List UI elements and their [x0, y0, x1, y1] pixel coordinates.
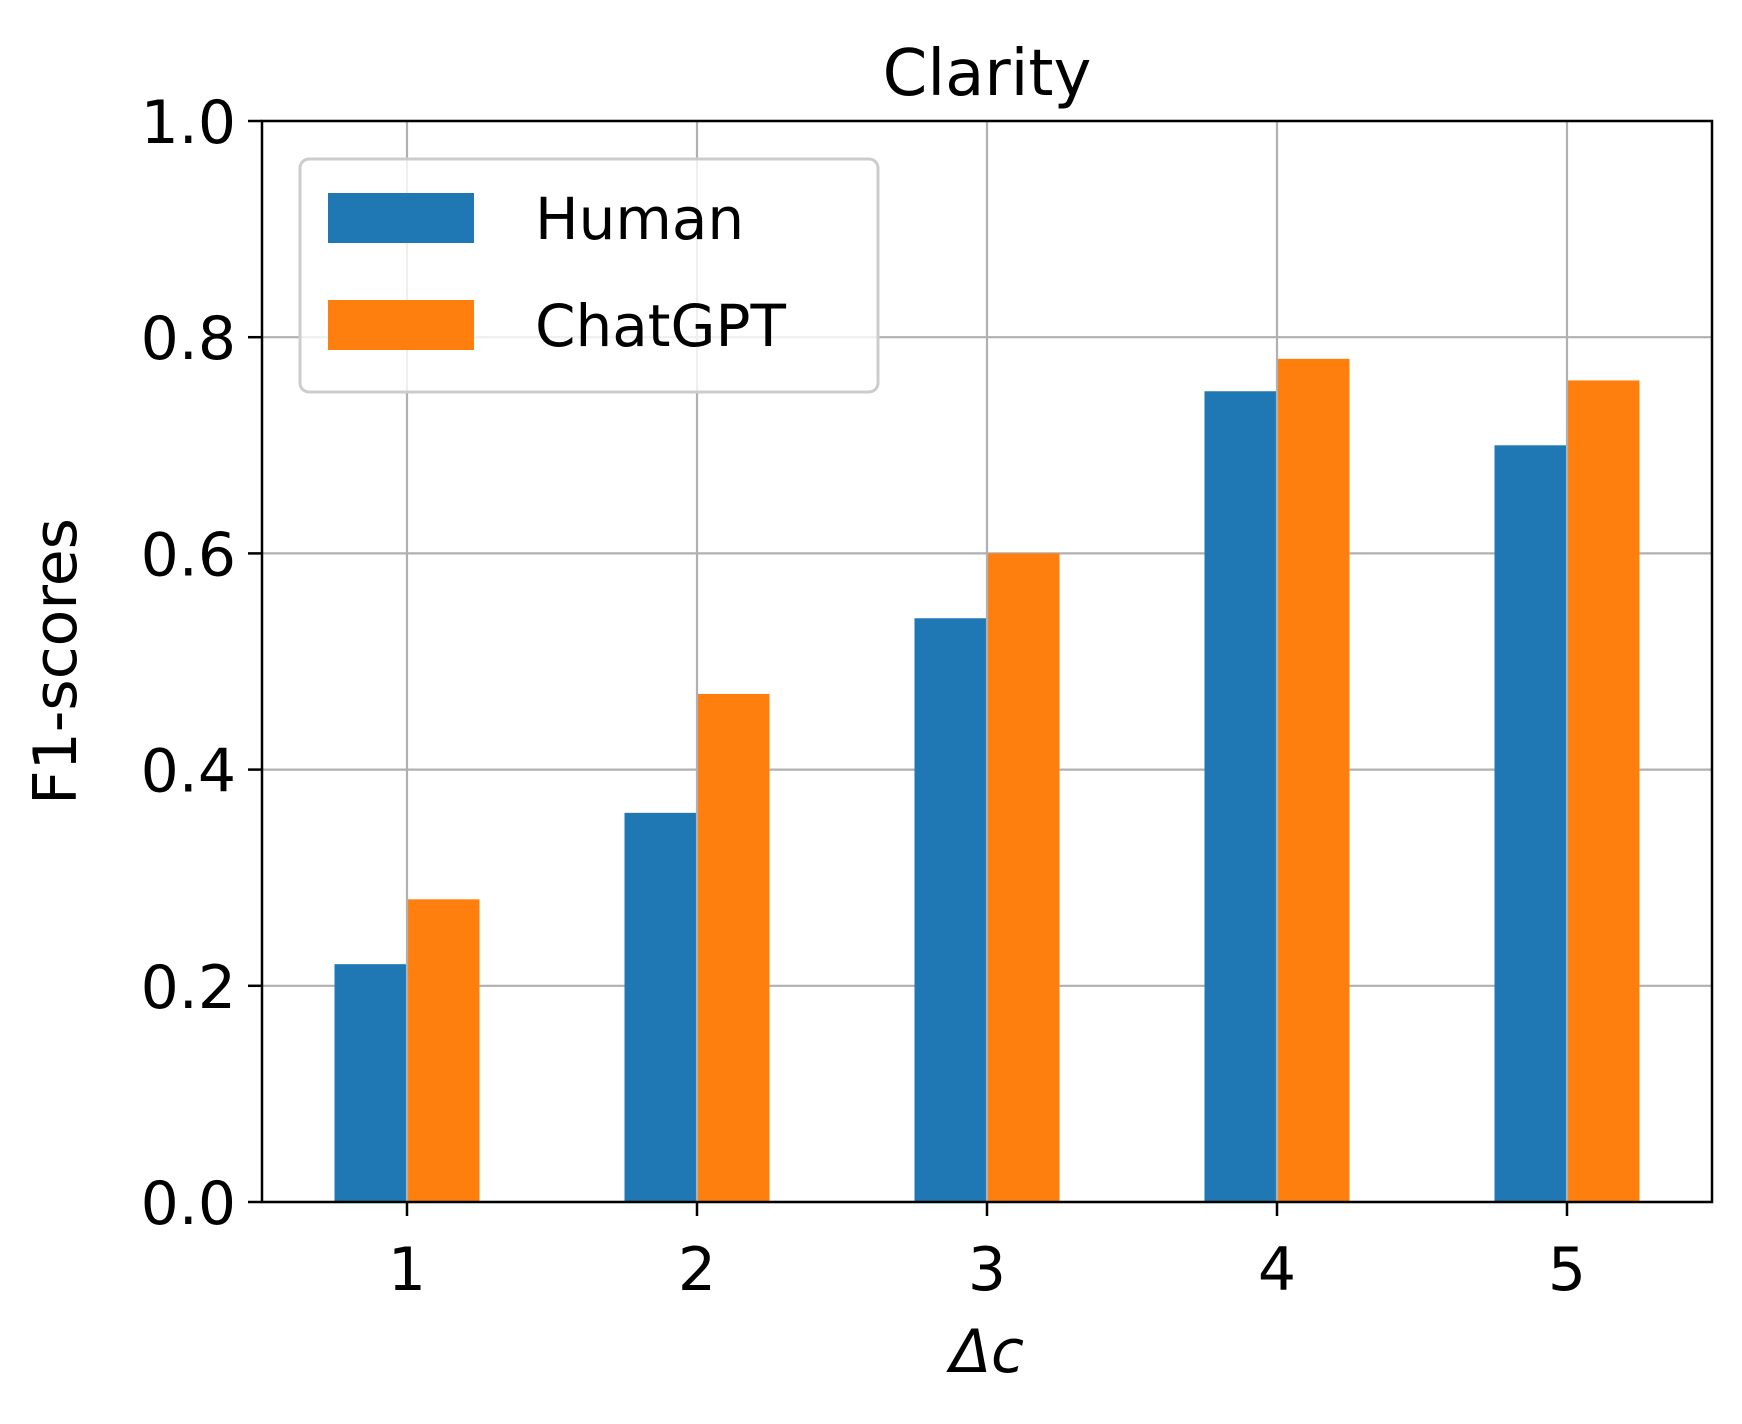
- bars-layer: [334, 358, 1640, 1202]
- y-tick-label: 0.8: [141, 304, 236, 374]
- bar-human-1: [334, 964, 407, 1202]
- bar-chatgpt-2: [697, 693, 770, 1202]
- x-tick-label: 4: [1258, 1235, 1296, 1305]
- x-tick-label: 5: [1548, 1235, 1586, 1305]
- bar-human-3: [914, 618, 987, 1202]
- legend-swatch-chatgpt: [328, 300, 474, 350]
- x-tick-label: 2: [678, 1235, 716, 1305]
- bar-chatgpt-4: [1277, 358, 1350, 1202]
- y-tick-label: 0.6: [141, 520, 236, 590]
- y-tick-label: 0.2: [141, 953, 236, 1023]
- bar-chatgpt-1: [407, 899, 480, 1202]
- y-axis-label: F1-scores: [21, 518, 91, 805]
- y-tick-label: 0.0: [141, 1169, 236, 1239]
- x-tick-label: 3: [968, 1235, 1006, 1305]
- bar-human-2: [624, 812, 697, 1202]
- bar-chatgpt-5: [1567, 380, 1640, 1202]
- x-axis-label: Δc: [946, 1317, 1024, 1387]
- x-tick-label: 1: [388, 1235, 426, 1305]
- chart-title: Clarity: [883, 37, 1092, 111]
- legend-swatch-human: [328, 193, 474, 243]
- bar-chatgpt-3: [987, 553, 1060, 1202]
- bar-human-4: [1204, 391, 1277, 1202]
- legend-label-chatgpt: ChatGPT: [535, 292, 786, 360]
- ticks-layer: 0.0 0.2 0.4 0.6 0.8 1.0 1 2 3 4 5: [141, 88, 1587, 1305]
- y-tick-label: 1.0: [141, 88, 236, 158]
- bar-human-5: [1494, 445, 1567, 1202]
- legend-label-human: Human: [535, 185, 744, 253]
- legend: Human ChatGPT: [298, 157, 880, 394]
- y-tick-label: 0.4: [141, 737, 236, 807]
